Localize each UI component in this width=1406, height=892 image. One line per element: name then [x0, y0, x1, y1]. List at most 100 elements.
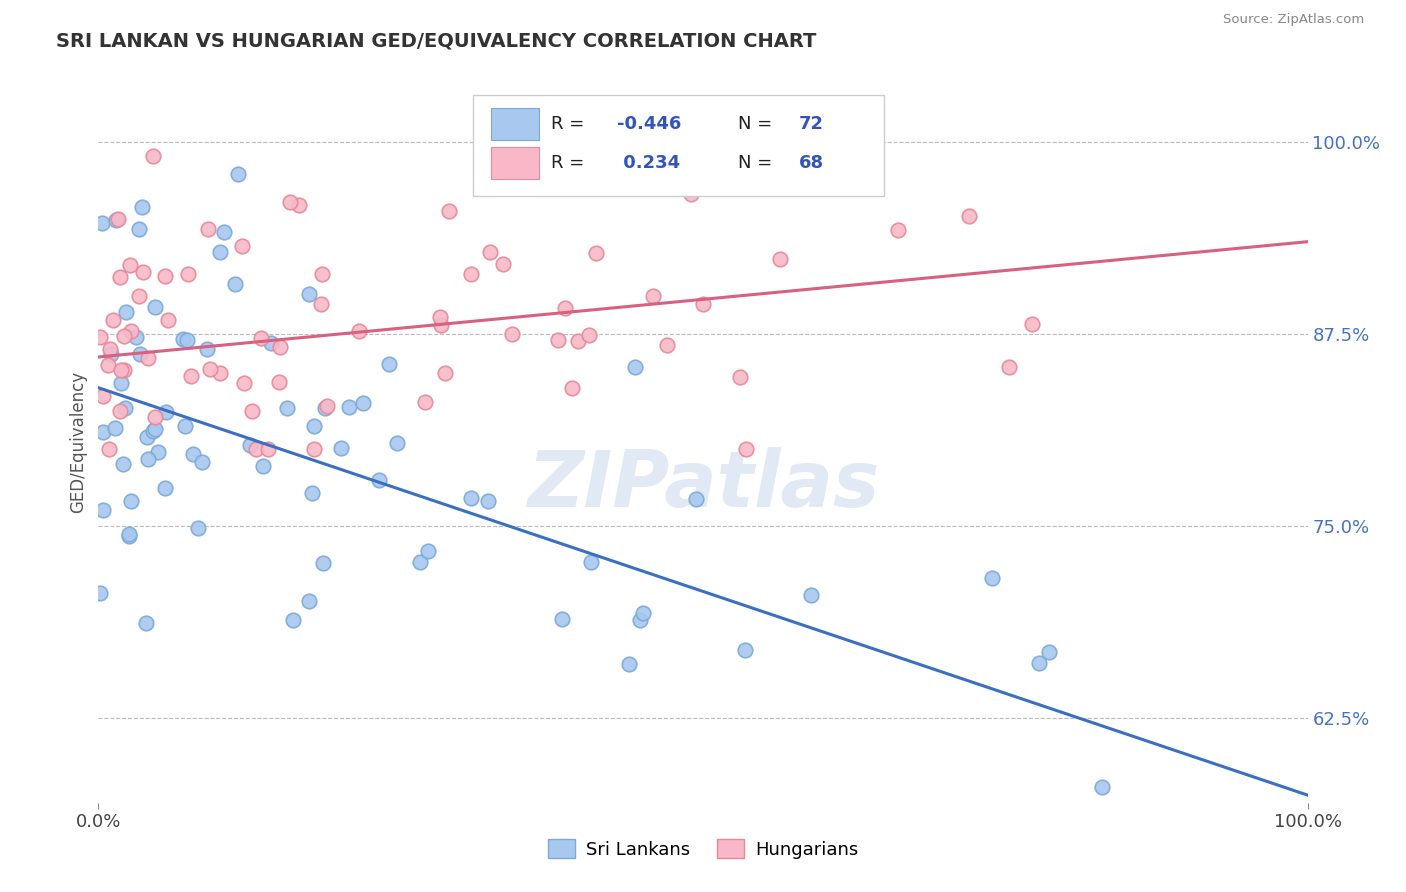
Point [153, 481, 176, 495]
Point [1091, 780, 1114, 795]
Point [1028, 656, 1050, 670]
Point [114, 401, 136, 416]
Point [187, 521, 209, 535]
Point [191, 455, 214, 469]
Text: R =: R = [551, 154, 589, 172]
Point [89, 586, 111, 600]
Point [735, 442, 758, 457]
Point [585, 246, 607, 260]
Point [98, 342, 121, 356]
Point [579, 556, 602, 570]
Point [112, 363, 135, 377]
Point [250, 331, 273, 345]
Text: -0.446: -0.446 [617, 115, 682, 133]
Point [692, 297, 714, 311]
Point [252, 458, 274, 473]
Point [287, 198, 309, 212]
Point [155, 269, 177, 284]
Point [547, 333, 569, 347]
Point [118, 528, 141, 542]
Point [197, 222, 219, 236]
Point [91, 216, 114, 230]
Point [650, 170, 672, 185]
Point [887, 223, 910, 237]
Point [129, 347, 152, 361]
Text: ZIPatlas: ZIPatlas [527, 447, 879, 523]
Point [240, 404, 263, 418]
Point [429, 310, 451, 325]
Point [120, 324, 142, 338]
Point [112, 329, 135, 343]
Point [641, 289, 664, 303]
Point [145, 300, 167, 314]
Point [124, 330, 146, 344]
Point [155, 405, 177, 419]
Point [110, 376, 132, 390]
Point [630, 613, 652, 627]
Point [98, 442, 121, 457]
Point [1038, 644, 1060, 658]
Point [1021, 317, 1043, 331]
Point [679, 186, 702, 201]
Point [799, 588, 821, 602]
Point [957, 209, 980, 223]
Point [311, 267, 333, 281]
Point [91, 503, 114, 517]
Point [132, 265, 155, 279]
Point [349, 324, 371, 338]
Point [298, 594, 321, 608]
Point [283, 613, 305, 627]
Point [409, 555, 432, 569]
Point [156, 313, 179, 327]
Point [245, 442, 267, 457]
Point [100, 347, 122, 361]
Point [734, 643, 756, 657]
Point [728, 370, 751, 384]
Point [142, 149, 165, 163]
Point [460, 491, 482, 506]
Point [104, 421, 127, 435]
Point [135, 616, 157, 631]
Point [110, 269, 132, 284]
Point [226, 167, 249, 181]
Point [298, 287, 321, 301]
Point [769, 252, 792, 266]
Point [269, 340, 291, 354]
Point [117, 527, 139, 541]
Point [352, 396, 374, 410]
Point [312, 556, 335, 570]
Point [316, 399, 339, 413]
Point [177, 267, 200, 281]
Point [329, 442, 352, 456]
Point [309, 296, 332, 310]
FancyBboxPatch shape [492, 147, 538, 179]
Point [239, 438, 262, 452]
Point [578, 327, 600, 342]
Point [128, 289, 150, 303]
Point [619, 657, 641, 672]
Point [554, 301, 576, 315]
Point [118, 258, 141, 272]
Point [208, 366, 231, 380]
Point [337, 400, 360, 414]
Point [97, 358, 120, 372]
Point [624, 359, 647, 374]
Point [314, 401, 336, 416]
Point [257, 442, 280, 457]
Point [260, 335, 283, 350]
Point [89, 329, 111, 343]
Text: 68: 68 [799, 154, 824, 172]
Point [142, 424, 165, 438]
Point [107, 212, 129, 227]
Point [195, 342, 218, 356]
Point [111, 457, 134, 471]
Point [180, 368, 202, 383]
Point [183, 447, 205, 461]
Point [280, 195, 302, 210]
Point [551, 612, 574, 626]
Point [430, 318, 453, 333]
Point [128, 222, 150, 236]
Point [477, 493, 499, 508]
Point [120, 494, 142, 508]
Point [492, 257, 515, 271]
